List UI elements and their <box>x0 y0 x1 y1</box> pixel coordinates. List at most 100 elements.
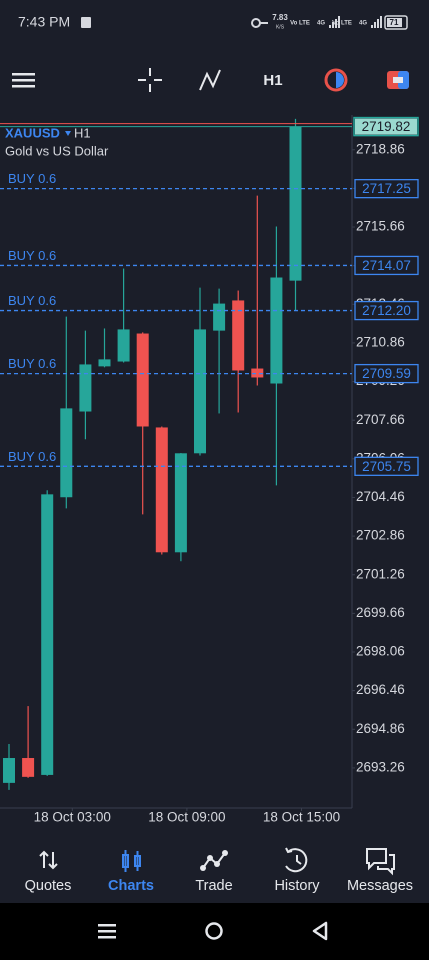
network-label: 4G <box>317 21 325 27</box>
home-button[interactable] <box>205 922 223 940</box>
chart-overlay: XAUUSD H1 Gold vs US Dollar <box>5 125 109 158</box>
signal-bar <box>371 25 373 28</box>
time-tick-label: 18 Oct 09:00 <box>148 810 225 825</box>
quotes-icon <box>39 850 58 870</box>
price-tick-label: 2693.26 <box>356 759 405 774</box>
price-tick-label: 2707.66 <box>356 412 405 427</box>
time-tick-label: 18 Oct 15:00 <box>263 810 340 825</box>
speed: 7.83 <box>272 13 288 22</box>
candle-body <box>117 329 130 362</box>
candle-body <box>232 300 245 371</box>
signal-bar <box>338 16 340 28</box>
candle-body <box>194 329 206 454</box>
battery-icon <box>384 15 408 30</box>
signal-bar <box>377 19 379 28</box>
candle-body <box>3 758 15 783</box>
indicators-button[interactable] <box>199 69 221 91</box>
order-price-label: 2712.20 <box>362 303 411 318</box>
network-label: 4G <box>359 21 367 27</box>
order-label: BUY 0.6 <box>8 449 56 464</box>
network-label: Vo LTE <box>290 21 310 27</box>
nav-item[interactable]: Quotes <box>25 878 72 894</box>
charts-icon <box>122 850 141 872</box>
timeframe-button[interactable]: H1 <box>263 72 282 89</box>
order-label: BUY 0.6 <box>8 356 56 371</box>
network-label: Vo LTE <box>332 21 352 27</box>
candle-body <box>22 758 35 777</box>
toolbar: H1 <box>12 68 409 92</box>
order-price-label: 2714.07 <box>362 258 411 273</box>
price-tick-label: 2710.86 <box>356 335 405 350</box>
candle-body <box>60 408 73 498</box>
crosshair-button[interactable] <box>138 68 162 92</box>
back-button[interactable] <box>312 921 328 941</box>
status-bar: 7:43 PM 7.83 K/S 71 Vo LTE 4G Vo LTE 4G <box>18 13 408 30</box>
candle-body <box>270 277 283 384</box>
price-tick-label: 2704.46 <box>356 489 405 504</box>
order-label: BUY 0.6 <box>8 171 56 186</box>
price-tick-label: 2718.86 <box>356 141 405 156</box>
trade-icon <box>200 850 228 871</box>
price-tick-label: 2696.46 <box>356 682 405 697</box>
signal-bar <box>332 22 334 28</box>
candle-body <box>136 333 149 427</box>
candle-body <box>155 427 168 553</box>
order-price-box <box>354 178 419 199</box>
price-tick-label: 2701.26 <box>356 566 405 581</box>
chart-timeframe: H1 <box>74 125 91 140</box>
symbol-dropdown[interactable] <box>65 131 71 136</box>
menu-button[interactable] <box>12 73 35 88</box>
bottom-nav: Quotes Charts Trade History Messages <box>25 847 413 894</box>
system-nav <box>0 903 429 960</box>
nav-item[interactable]: Trade <box>195 878 232 894</box>
candles: 18 Oct 03:00 18 Oct 09:00 18 Oct 15:00 <box>3 118 340 825</box>
candle-body <box>98 359 111 367</box>
order-price-label: 2709.59 <box>362 366 411 381</box>
order-lines: 2719.82 BUY 0.6 2717.25 BUY 0.6 2714.07 BUY 0… <box>0 116 419 476</box>
history-icon <box>285 847 308 873</box>
candle-body <box>213 303 226 331</box>
order-price-box <box>354 300 419 321</box>
signal-bar <box>329 25 331 28</box>
symbol-description: Gold vs US Dollar <box>5 143 109 158</box>
time-tick-label: 18 Oct 03:00 <box>34 810 111 825</box>
chart: 2718.862717.262715.662714.062712.462710.… <box>0 115 419 825</box>
battery-text: 71 <box>390 18 399 27</box>
price-tick-label: 2715.66 <box>356 219 405 234</box>
price-tick-label: 2698.06 <box>356 644 405 659</box>
order-price-box <box>354 363 419 384</box>
candle-body <box>251 368 264 378</box>
signal-bar <box>374 22 376 28</box>
order-label: BUY 0.6 <box>8 293 56 308</box>
nav-item[interactable]: Messages <box>347 878 413 894</box>
status-time: 7:43 PM <box>18 14 70 30</box>
order-price-box <box>354 255 419 276</box>
app-icon <box>81 17 91 28</box>
speed-unit: K/S <box>276 24 285 30</box>
order-label: BUY 0.6 <box>8 248 56 263</box>
nav-item[interactable]: History <box>274 878 320 894</box>
price-tick-label: 2702.86 <box>356 528 405 543</box>
order-price-label: 2717.25 <box>362 181 411 196</box>
current-price-label: 2719.82 <box>362 119 411 134</box>
symbol: XAUUSD <box>5 125 60 140</box>
recents-button[interactable] <box>98 924 116 939</box>
battery-level <box>387 18 402 27</box>
candle-body <box>174 453 187 553</box>
order-price-box <box>354 456 419 476</box>
signal-bar <box>380 16 382 28</box>
messages-icon <box>366 848 395 876</box>
candle-body <box>289 126 302 281</box>
candle-body <box>41 494 54 775</box>
trade-clock-button[interactable] <box>324 68 348 92</box>
price-tick-label: 2694.86 <box>356 721 405 736</box>
signal-bar <box>335 19 337 28</box>
one-click-button[interactable] <box>387 71 409 89</box>
candle-body <box>79 364 92 412</box>
nav-item[interactable]: Charts <box>108 878 154 894</box>
order-price-label: 2705.75 <box>362 459 411 474</box>
current-price-box-fill <box>355 118 417 135</box>
price-tick-label: 2699.66 <box>356 605 405 620</box>
